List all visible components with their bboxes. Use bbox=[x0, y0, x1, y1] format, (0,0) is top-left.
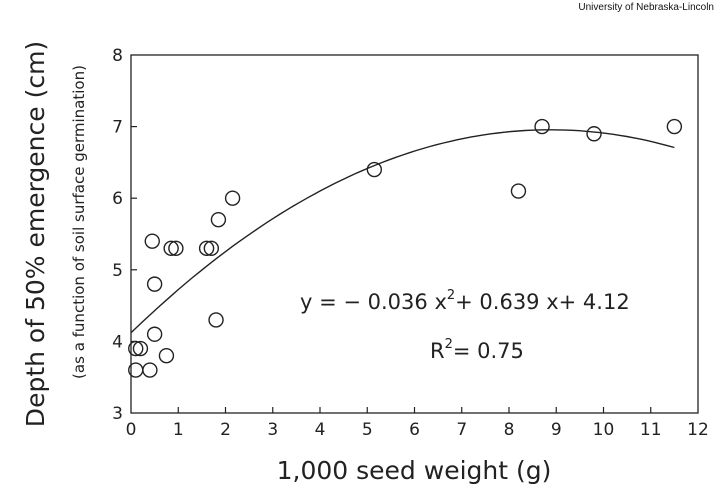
data-point bbox=[163, 240, 179, 257]
y-axis-ticks: 3 4 5 6 7 8 bbox=[112, 46, 137, 424]
y-tick-label: 7 bbox=[112, 118, 123, 138]
data-point bbox=[132, 340, 149, 357]
data-point bbox=[146, 276, 163, 292]
y-tick-label: 4 bbox=[112, 332, 123, 352]
x-tick-label: 9 bbox=[551, 420, 562, 440]
data-point bbox=[210, 211, 227, 228]
x-tick-label: 10 bbox=[593, 420, 615, 440]
x-tick-label: 5 bbox=[362, 420, 373, 440]
data-point bbox=[144, 233, 160, 249]
data-point bbox=[168, 240, 184, 257]
data-point bbox=[158, 348, 175, 364]
y-tick-label: 6 bbox=[112, 189, 123, 209]
plot-frame bbox=[130, 54, 699, 414]
fit-curve bbox=[130, 129, 675, 334]
r-squared: R2= 0.75 bbox=[430, 337, 524, 363]
data-point bbox=[208, 312, 224, 328]
fit-equation-exponent: 2 bbox=[447, 288, 455, 303]
data-point bbox=[510, 183, 527, 199]
source-credit: University of Nebraska-Lincoln bbox=[578, 2, 714, 13]
data-point bbox=[203, 240, 220, 257]
data-points bbox=[128, 118, 683, 378]
x-tick-label: 4 bbox=[315, 420, 326, 440]
x-tick-label: 12 bbox=[687, 420, 709, 440]
data-point bbox=[142, 362, 158, 378]
x-tick-label: 8 bbox=[504, 420, 515, 440]
x-axis-ticks: 0 1 2 3 4 5 6 7 8 9 10 11 12 bbox=[126, 407, 709, 440]
x-axis-title: 1,000 seed weight (g) bbox=[277, 456, 552, 485]
data-point bbox=[198, 240, 215, 257]
y-tick-label: 5 bbox=[112, 261, 123, 281]
fit-equation-lhs: y = − 0.036 x bbox=[300, 290, 447, 314]
data-point bbox=[666, 118, 683, 135]
x-tick-label: 1 bbox=[173, 420, 184, 440]
data-point bbox=[534, 118, 550, 135]
r-squared-exponent: 2 bbox=[445, 337, 453, 352]
y-axis-subtitle: (as a function of soil surface germinati… bbox=[70, 65, 88, 379]
y-tick-label: 3 bbox=[112, 404, 123, 424]
x-tick-label: 6 bbox=[409, 420, 420, 440]
x-tick-label: 7 bbox=[456, 420, 467, 440]
r-squared-lhs: R bbox=[430, 339, 445, 363]
x-tick-label: 0 bbox=[126, 420, 137, 440]
x-tick-label: 11 bbox=[640, 420, 662, 440]
data-point bbox=[586, 126, 602, 142]
fit-equation-rhs: + 0.639 x+ 4.12 bbox=[455, 290, 630, 314]
y-tick-label: 8 bbox=[112, 46, 123, 66]
r-squared-rhs: = 0.75 bbox=[453, 339, 524, 363]
y-axis-title: Depth of 50% emergence (cm) bbox=[21, 41, 50, 427]
x-tick-label: 3 bbox=[267, 420, 278, 440]
x-tick-label: 2 bbox=[220, 420, 231, 440]
data-point bbox=[224, 190, 241, 206]
data-point bbox=[366, 161, 383, 178]
fit-equation: y = − 0.036 x2+ 0.639 x+ 4.12 bbox=[300, 288, 630, 314]
data-point bbox=[128, 340, 144, 357]
data-point bbox=[146, 326, 163, 342]
